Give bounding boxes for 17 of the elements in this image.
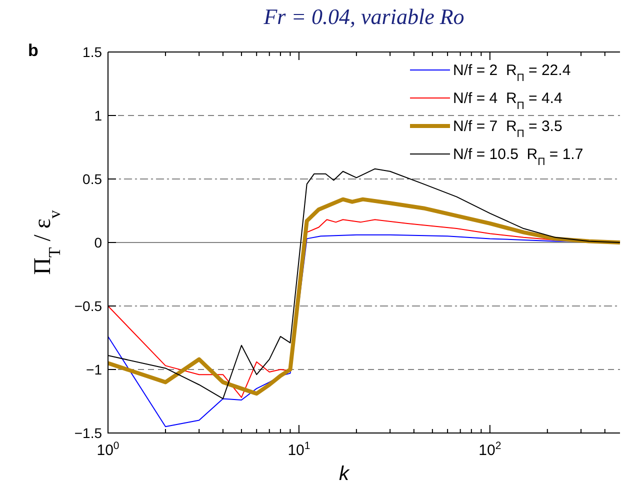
text: b [28, 41, 38, 60]
chart-title: Fr = 0.04, variable Ro [262, 4, 464, 29]
y-tick-label: −1.5 [74, 425, 102, 441]
legend-label: N/f = 10.5 R$_{Π}$ = 1.7 [453, 146, 584, 168]
y-tick-label: −0.5 [74, 298, 102, 314]
x-axis-title: k [339, 463, 350, 485]
legend-label: N/f = 2 R$_{Π}$ = 22.4 [453, 62, 571, 84]
y-tick-label: 1.5 [82, 44, 102, 60]
y-tick-label: 1 [94, 108, 102, 124]
y-tick-label: −1 [86, 362, 102, 378]
x-tick-label: 10$^{0}$ [96, 440, 120, 459]
legend-label: N/f = 4 R$_{Π}$ = 4.4 [453, 90, 562, 112]
legend-label: N/f = 7 R$_{Π}$ = 3.5 [453, 118, 562, 140]
y-tick-label: 0.5 [82, 171, 102, 187]
x-tick-label: 10$^{2}$ [478, 440, 502, 459]
y-tick-label: 0 [94, 234, 102, 250]
x-tick-label: 10$^{1}$ [288, 440, 310, 459]
